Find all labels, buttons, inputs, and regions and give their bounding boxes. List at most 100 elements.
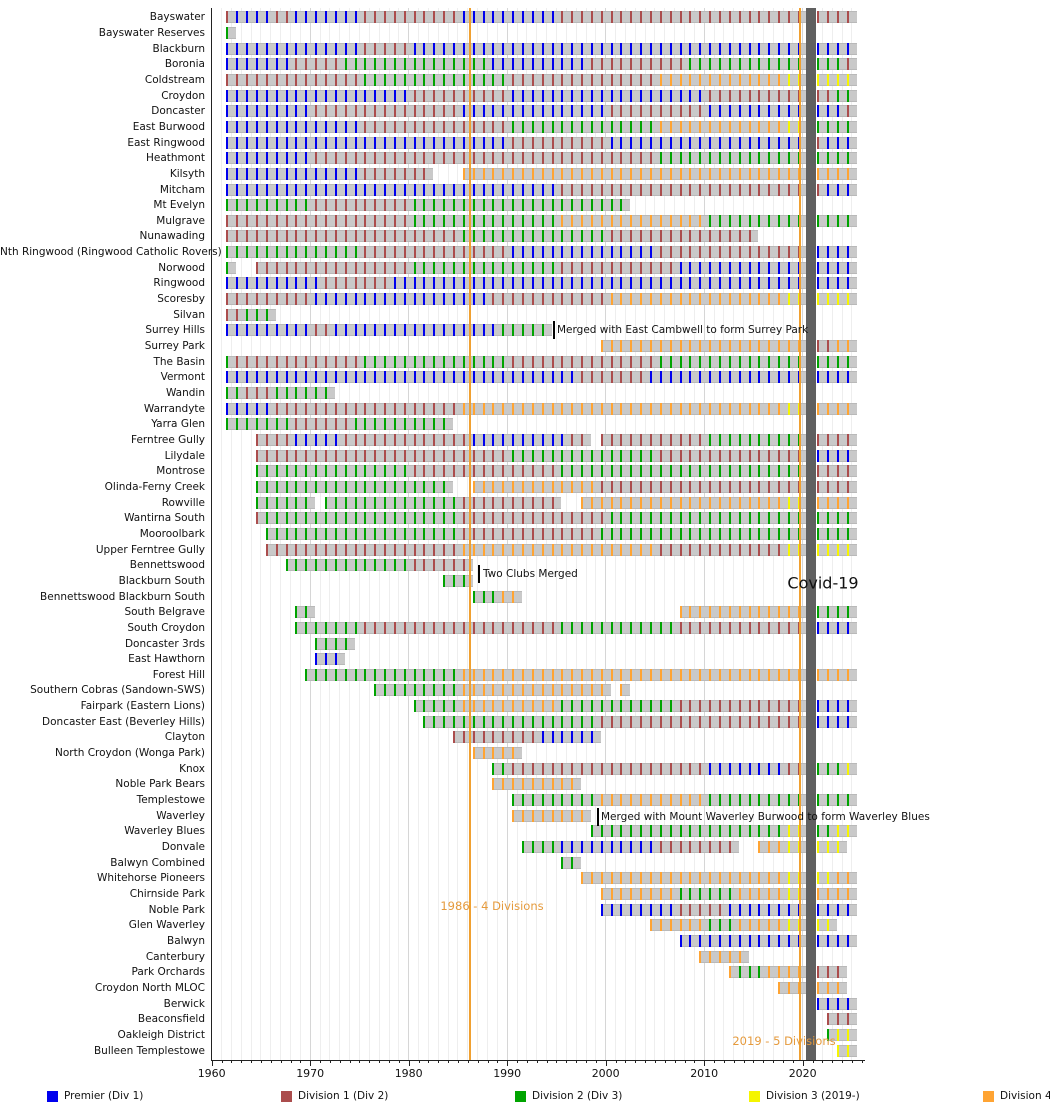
season-cell	[827, 966, 838, 979]
season-cell	[679, 794, 690, 807]
season-cell	[246, 402, 256, 415]
season-cell	[827, 1028, 838, 1041]
season-cell	[827, 214, 838, 227]
season-cell	[315, 527, 325, 540]
season-cell	[827, 73, 838, 86]
season-cell	[384, 246, 394, 259]
season-cell	[610, 903, 621, 916]
club-label: Bennettswood	[129, 559, 205, 572]
season-cell	[305, 11, 316, 24]
season-cell	[758, 105, 769, 118]
season-cell	[305, 214, 316, 227]
season-cell	[768, 89, 779, 102]
season-cell	[758, 277, 769, 290]
season-cell	[413, 214, 424, 227]
season-cell	[847, 449, 857, 462]
season-cell	[758, 214, 769, 227]
season-cell	[482, 277, 493, 290]
season-cell	[590, 794, 601, 807]
season-cell	[502, 512, 513, 525]
season-cell	[521, 841, 532, 853]
season-cell	[650, 230, 660, 243]
season-cell	[472, 402, 483, 415]
season-cell	[738, 183, 749, 196]
season-cell	[827, 120, 838, 133]
season-cell	[581, 167, 591, 180]
season-cell	[718, 355, 729, 368]
season-cell	[718, 11, 729, 24]
season-cell	[590, 199, 601, 212]
season-cell	[748, 887, 759, 900]
season-cell	[561, 465, 572, 478]
season-cell	[817, 340, 828, 353]
season-cell	[541, 89, 552, 102]
season-cell	[334, 120, 345, 133]
season-cell	[443, 355, 453, 368]
season-cell	[679, 543, 690, 556]
season-cell	[728, 465, 739, 478]
season-cell	[778, 715, 788, 728]
season-cell	[699, 841, 710, 853]
season-cell	[305, 261, 316, 274]
season-cell	[541, 120, 552, 133]
season-cell	[403, 42, 414, 55]
season-cell	[472, 668, 483, 681]
season-cell	[837, 512, 847, 525]
season-cell	[334, 653, 345, 666]
season-cell	[581, 872, 591, 885]
season-cell	[541, 136, 552, 149]
season-cell	[590, 261, 601, 274]
club-label: Surrey Hills	[145, 324, 205, 337]
season-cell	[453, 355, 463, 368]
season-cell	[453, 89, 463, 102]
season-cell	[768, 794, 779, 807]
season-cell	[482, 230, 493, 243]
season-cell	[718, 293, 729, 306]
season-cell	[787, 152, 798, 165]
season-cell	[512, 277, 522, 290]
season-cell	[797, 449, 808, 462]
season-cell	[453, 261, 463, 274]
season-cell	[640, 621, 650, 634]
season-cell	[600, 480, 611, 493]
season-cell	[265, 11, 276, 24]
season-cell	[482, 700, 493, 713]
minor-tick	[280, 1060, 282, 1063]
season-cell	[315, 465, 325, 478]
season-cell	[827, 700, 838, 713]
season-cell	[551, 42, 562, 55]
season-cell	[758, 825, 769, 838]
season-cell	[275, 105, 286, 118]
season-cell	[797, 966, 808, 979]
tick-label: 1980	[394, 1067, 423, 1080]
season-cell	[758, 887, 769, 900]
club-label: East Ringwood	[127, 136, 205, 149]
season-cell	[324, 418, 335, 431]
season-cell	[738, 58, 749, 71]
season-cell	[817, 183, 828, 196]
season-cell	[531, 668, 542, 681]
season-cell	[669, 496, 680, 509]
season-cell	[393, 58, 404, 71]
season-cell	[374, 543, 385, 556]
season-cell	[640, 402, 650, 415]
season-cell	[256, 480, 266, 493]
season-cell	[364, 465, 375, 478]
season-cell	[699, 340, 710, 353]
season-cell	[324, 293, 335, 306]
season-cell	[512, 543, 522, 556]
season-cell	[709, 167, 719, 180]
season-cell	[620, 700, 631, 713]
season-cell	[847, 465, 857, 478]
season-cell	[472, 58, 483, 71]
season-cell	[433, 42, 444, 55]
season-cell	[453, 230, 463, 243]
season-cell	[344, 73, 355, 86]
season-cell	[374, 120, 385, 133]
season-cell	[561, 402, 572, 415]
season-cell	[748, 246, 759, 259]
season-cell	[393, 668, 404, 681]
season-cell	[718, 700, 729, 713]
season-cell	[768, 621, 779, 634]
season-cell	[778, 934, 788, 947]
